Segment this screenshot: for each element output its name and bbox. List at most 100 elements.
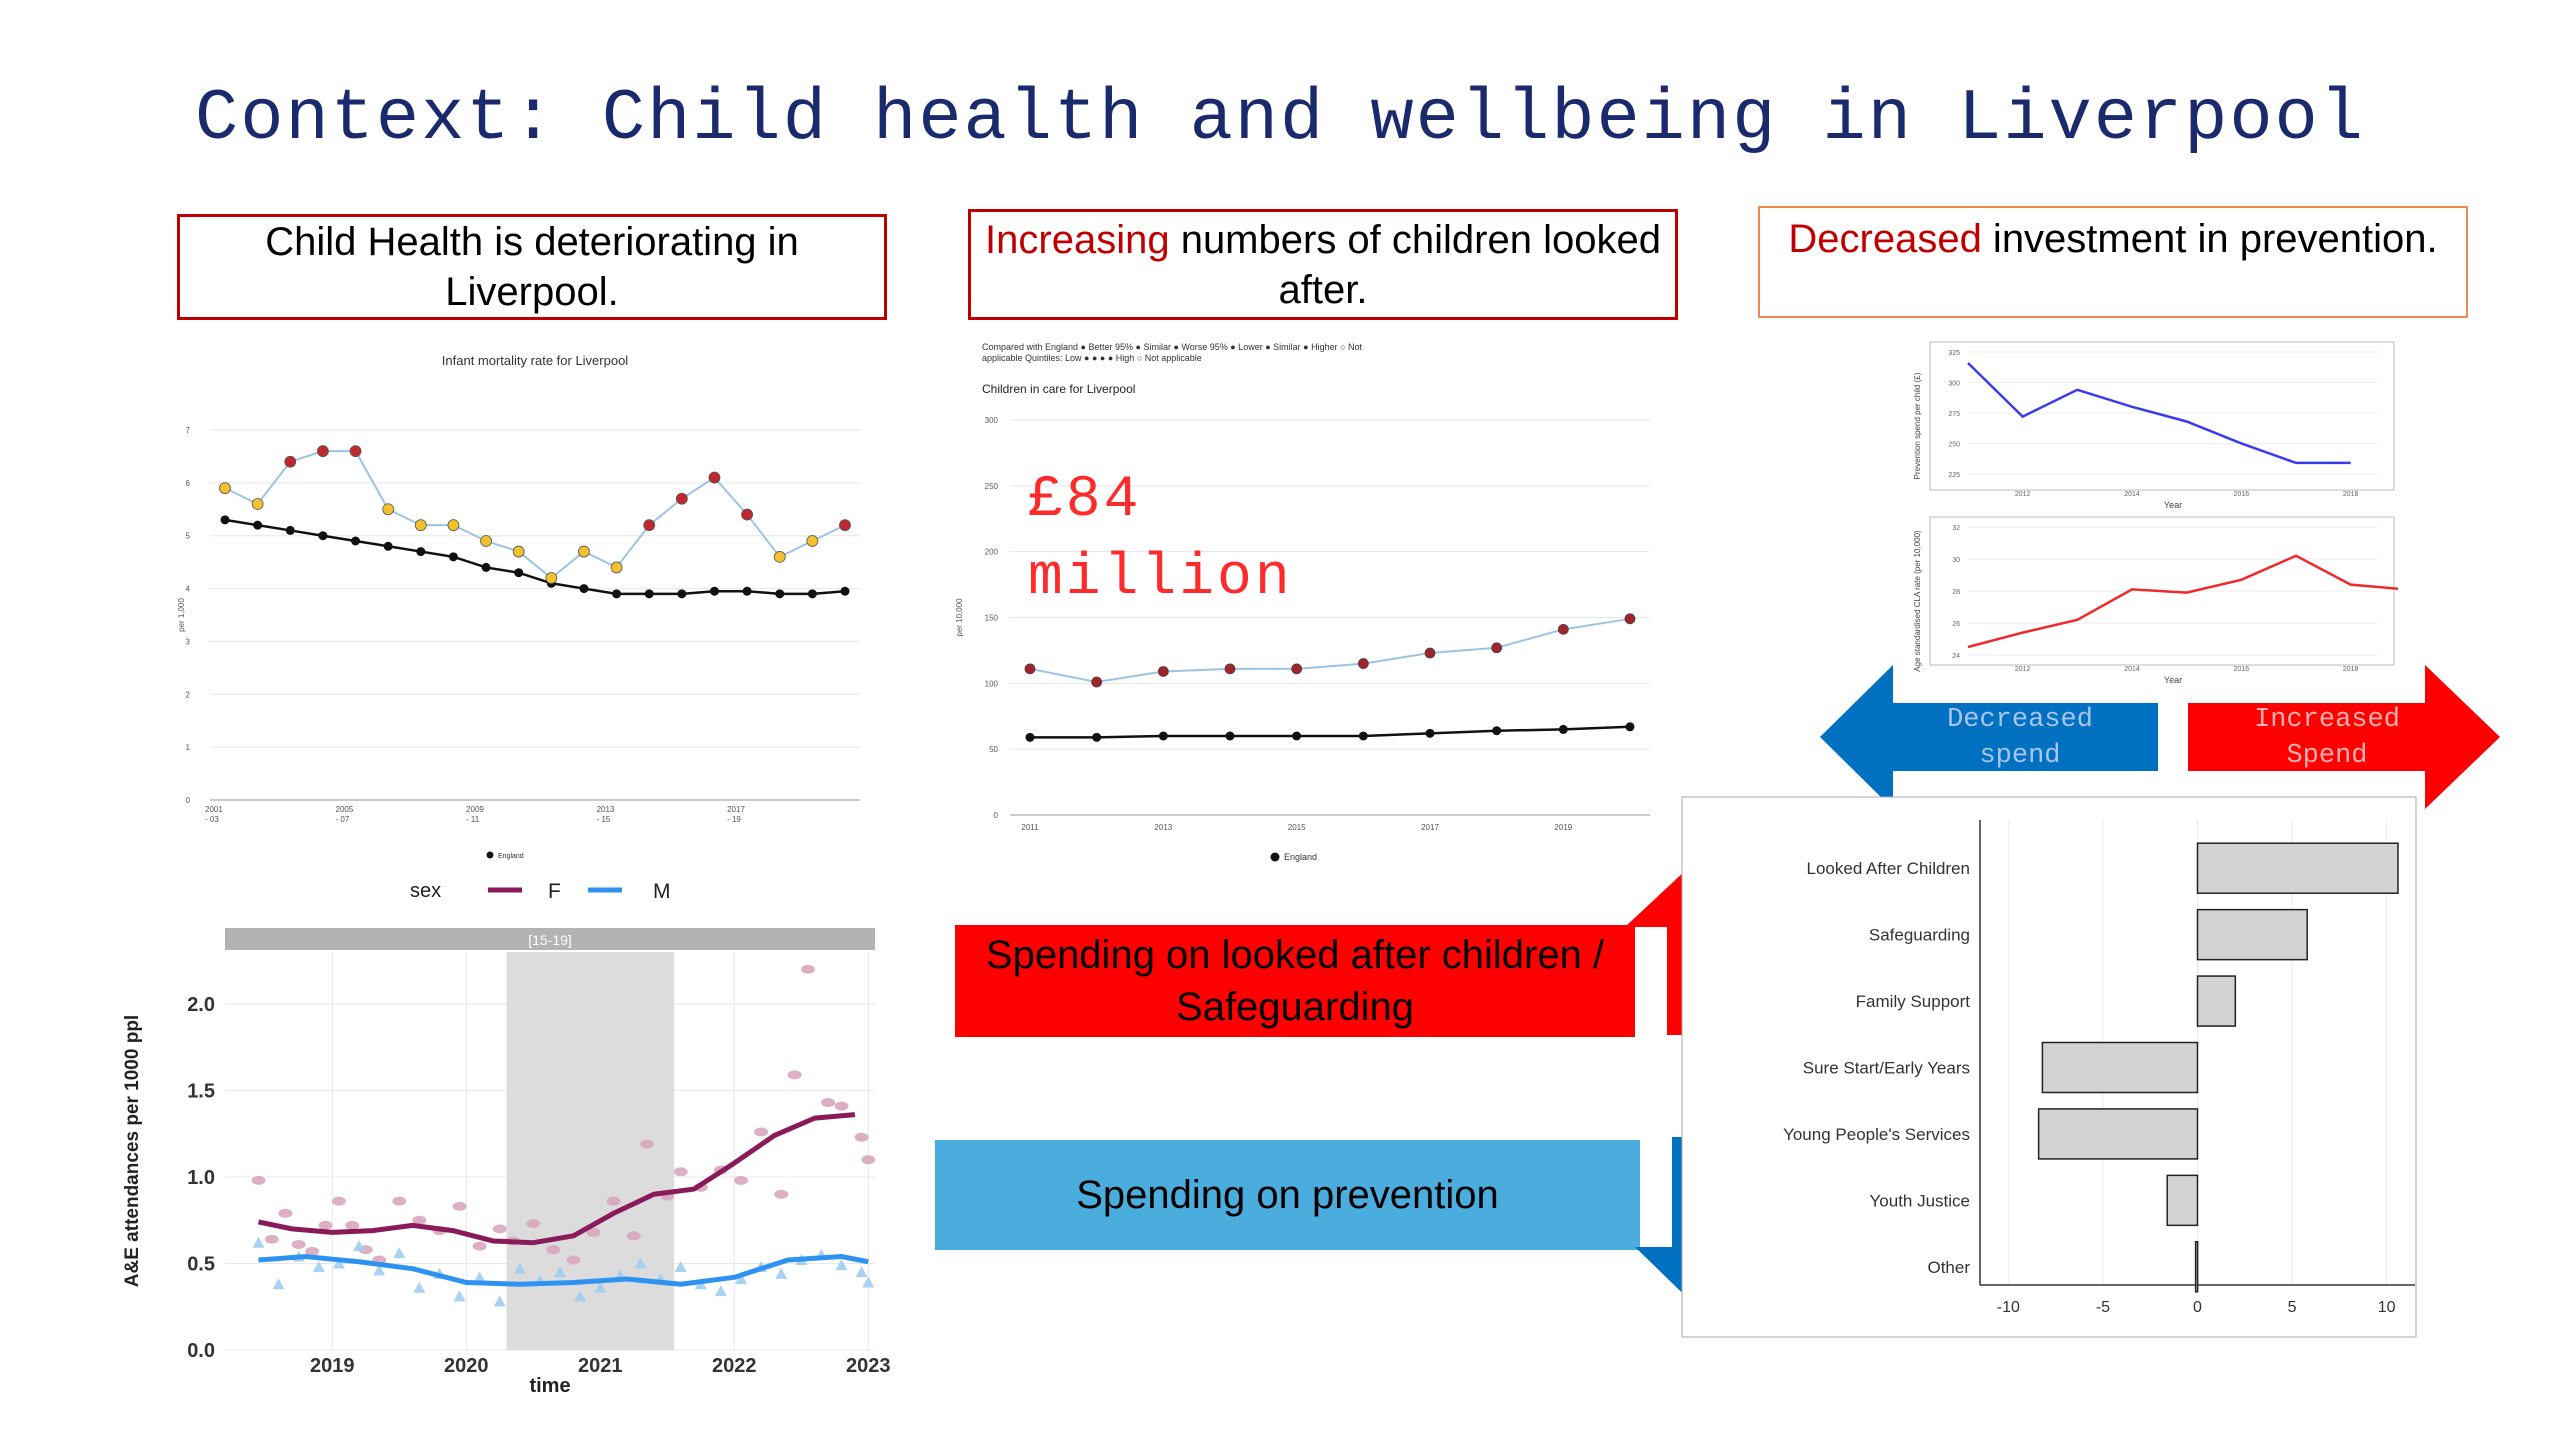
f-point	[733, 1175, 748, 1185]
f-point	[566, 1255, 581, 1265]
legend-label-f: F	[548, 880, 561, 903]
bar	[2196, 842, 2399, 894]
series-line-liverpool	[1029, 617, 1631, 684]
decreased-arrow-shape	[1820, 665, 2158, 809]
x-tick-label: 2022	[712, 1355, 757, 1377]
m-point	[393, 1247, 406, 1259]
england-point	[1092, 732, 1102, 742]
x-tick-label: 2021	[578, 1355, 623, 1377]
x-tick-label: 2023	[846, 1355, 890, 1377]
england-point	[807, 589, 817, 599]
x-tick-label: -5	[2096, 1299, 2110, 1316]
money-amount: £84	[1028, 468, 1142, 533]
f-point	[821, 1098, 836, 1108]
m-point	[272, 1278, 285, 1290]
liverpool-point	[251, 498, 264, 510]
heading-looked-after: Increasing numbers of children looked af…	[968, 209, 1678, 320]
x-tick-label: 2020	[444, 1355, 489, 1377]
x-tick-label: 2009	[466, 805, 484, 814]
england-point	[1158, 731, 1168, 741]
england-point	[1225, 731, 1235, 741]
panel-label: [15-19]	[528, 932, 572, 948]
f-point	[264, 1234, 279, 1244]
x-tick-label: 2017	[727, 805, 745, 814]
spend-change-chart: -10 -5 0 5 10 Looked After Children Safeguardi…	[1681, 796, 2417, 1338]
england-point	[416, 547, 426, 557]
heading-looked-after-highlight: Increasing	[985, 217, 1170, 262]
liverpool-point	[1624, 613, 1636, 625]
england-point	[318, 531, 328, 541]
m-point	[674, 1260, 687, 1272]
y-tick-label: 250	[1948, 441, 1960, 448]
f-point	[673, 1167, 688, 1177]
england-point	[1292, 731, 1302, 741]
x-tick-label: 5	[2288, 1299, 2297, 1316]
y-tick-label: 0.5	[187, 1253, 215, 1275]
m-point	[734, 1273, 747, 1285]
england-point	[448, 552, 458, 562]
x-tick-sublabel: - 11	[466, 815, 480, 824]
m-point	[473, 1271, 486, 1283]
m-point	[574, 1290, 587, 1302]
x-tick-label: -10	[1997, 1299, 2020, 1316]
m-point	[634, 1257, 647, 1269]
x-tick-label: 2015	[1288, 823, 1306, 832]
y-tick-label: 4	[186, 585, 191, 594]
x-tick-label: 0	[2193, 1299, 2202, 1316]
x-tick-label: 2012	[2015, 491, 2031, 498]
liverpool-point	[545, 572, 558, 584]
england-point	[840, 586, 850, 596]
m-point	[554, 1266, 567, 1278]
y-tick-label: 5	[186, 532, 191, 541]
children-in-care-chart: Compared with England ● Better 95% ● Sim…	[955, 342, 1650, 862]
bar	[2194, 1241, 2199, 1293]
england-point	[220, 515, 230, 525]
f-point	[754, 1127, 769, 1137]
f-point	[626, 1231, 641, 1241]
x-tick-label: 2011	[1021, 823, 1039, 832]
x-tick-sublabel: - 07	[336, 815, 350, 824]
x-tick-sublabel: - 19	[727, 815, 741, 824]
bar	[2166, 1174, 2199, 1227]
y-tick-label: 7	[186, 426, 191, 435]
england-point	[1358, 731, 1368, 741]
heading-child-health-text: Child Health is deteriorating in Liverpo…	[265, 220, 799, 314]
heading-child-health: Child Health is deteriorating in Liverpo…	[177, 214, 887, 320]
liverpool-point	[414, 519, 427, 532]
m-point	[373, 1264, 386, 1276]
legend-label: England	[498, 853, 524, 860]
liverpool-point	[610, 561, 623, 574]
y-tick-label: 275	[1948, 411, 1960, 418]
m-point	[594, 1281, 607, 1293]
liverpool-point	[1491, 642, 1503, 654]
england-point	[1425, 728, 1435, 738]
m-point	[855, 1266, 868, 1278]
m-point	[775, 1267, 788, 1279]
y-tick-label: 2.0	[187, 994, 215, 1016]
heading-looked-after-rest: numbers of children looked after.	[1169, 217, 1661, 312]
legend-title: sex	[410, 880, 441, 902]
england-point	[579, 584, 589, 594]
liverpool-point	[806, 535, 819, 547]
m-point	[413, 1281, 426, 1293]
page-title: Context: Child health and wellbeing in L…	[195, 78, 2365, 160]
y-tick-label: 300	[985, 416, 999, 425]
category-label: Sure Start/Early Years	[1803, 1059, 1970, 1078]
y-axis-label: A&E attendances per 1000 ppl	[122, 1015, 143, 1287]
liverpool-point	[675, 492, 688, 505]
england-point	[285, 525, 295, 535]
f-point	[291, 1239, 306, 1249]
y-tick-label: 200	[985, 548, 999, 557]
england-point	[253, 520, 263, 530]
liverpool-point	[284, 455, 297, 468]
liverpool-point	[643, 519, 656, 532]
x-tick-label: 2001	[205, 805, 223, 814]
m-point	[714, 1285, 727, 1297]
panel-strip	[225, 928, 875, 950]
heading-looked-after-text: Increasing numbers of children looked af…	[971, 215, 1675, 315]
series-line	[1967, 362, 2351, 465]
category-label: Youth Justice	[1870, 1191, 1971, 1210]
england-point	[775, 589, 785, 599]
liverpool-point	[1291, 663, 1303, 675]
f-point	[800, 964, 815, 974]
